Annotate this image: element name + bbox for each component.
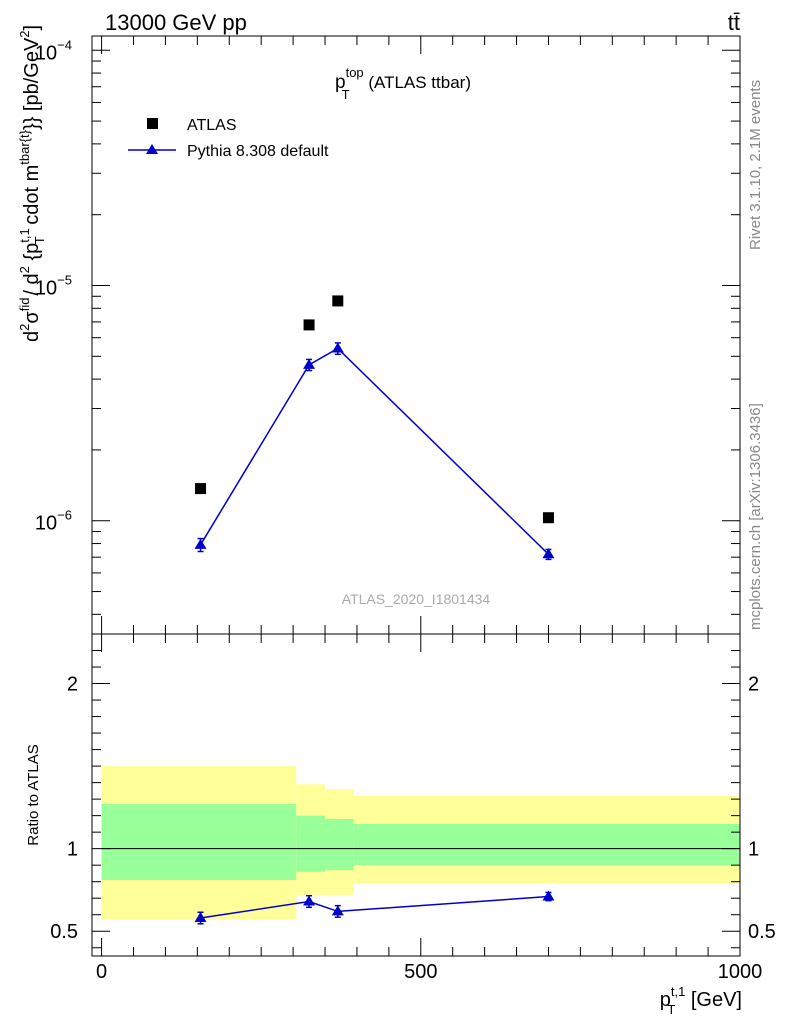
legend-atlas-marker bbox=[147, 118, 158, 129]
ratio-ticks bbox=[92, 634, 741, 956]
main-y-axis-label-text: d2σfid/ d2 {pt,1T cdot mtbar{t}}} [pb/Ge… bbox=[17, 25, 47, 342]
ratio-y-tick-label-right: 0.5 bbox=[748, 921, 776, 943]
main-series bbox=[194, 295, 555, 561]
ratio-band-green bbox=[325, 818, 354, 871]
plot-title-main: p bbox=[335, 72, 346, 93]
legend-pythia-marker bbox=[146, 144, 158, 154]
main-y-tick-label: 10−4 bbox=[35, 37, 72, 64]
x-axis-label: pt,1 T [GeV] bbox=[660, 984, 742, 1017]
header-left-label: 13000 GeV pp bbox=[105, 10, 247, 35]
plot-title-sup: top bbox=[346, 65, 364, 80]
plot-title: ptop T (ATLAS ttbar) bbox=[335, 65, 471, 102]
main-y-axis-label: d2σfid/ d2 {pt,1T cdot mtbar{t}}} [pb/Ge… bbox=[17, 25, 47, 342]
ratio-band-green bbox=[296, 815, 326, 872]
main-y-tick-label: 10−6 bbox=[35, 508, 72, 535]
pythia-point bbox=[194, 538, 207, 549]
ratio-y-tick-label-right: 1 bbox=[748, 839, 759, 861]
x-tick-label: 1000 bbox=[718, 961, 763, 983]
ratio-y-tick-label-left: 2 bbox=[67, 674, 78, 696]
main-panel: 10−6 10−5 10−4 ptop T (ATLAS ttbar) ATLAS P… bbox=[17, 25, 741, 635]
ratio-pythia-point bbox=[542, 890, 555, 901]
legend-pythia-label: Pythia 8.308 default bbox=[187, 143, 329, 160]
x-axis-label-sup: t,1 bbox=[671, 984, 685, 999]
legend-atlas-label: ATLAS bbox=[187, 117, 237, 134]
ratio-frame bbox=[91, 633, 741, 957]
analysis-watermark: ATLAS_2020_I1801434 bbox=[342, 591, 491, 607]
x-tick-label: 500 bbox=[404, 961, 437, 983]
ratio-series bbox=[194, 890, 555, 925]
pythia-point bbox=[331, 342, 344, 353]
ratio-pythia-point bbox=[303, 895, 316, 906]
ratio-y-axis-label: Ratio to ATLAS bbox=[25, 744, 42, 845]
pythia-point bbox=[542, 548, 555, 559]
ratio-y-tick-label-right: 2 bbox=[748, 674, 759, 696]
atlas-point bbox=[542, 512, 554, 524]
ratio-y-tick-label-left: 0.5 bbox=[50, 921, 78, 943]
ratio-y-tick-label-left: 1 bbox=[67, 839, 78, 861]
ratio-pythia-line bbox=[200, 895, 549, 919]
ratio-pythia-point bbox=[331, 905, 344, 916]
atlas-point bbox=[195, 483, 207, 495]
pythia-line bbox=[199, 347, 549, 555]
main-ticks bbox=[92, 36, 741, 634]
ratio-band-green bbox=[101, 804, 297, 881]
x-tick-label: 0 bbox=[96, 961, 107, 983]
ratio-panel: 0.5 0.5 1 1 2 2 0 500 1000 Ratio to ATLAS pt,1 T … bbox=[25, 633, 776, 1017]
main-y-tick-labels: 10−6 10−5 10−4 bbox=[35, 37, 72, 534]
x-axis-label-main: p bbox=[660, 989, 671, 1011]
x-axis-label-sub: T bbox=[667, 1002, 675, 1017]
x-axis-label-rest: [GeV] bbox=[685, 989, 742, 1011]
pythia-point bbox=[303, 358, 316, 369]
ratio-pythia-point bbox=[194, 912, 207, 923]
atlas-point bbox=[303, 319, 315, 331]
ratio-bands bbox=[101, 766, 740, 920]
plot-title-sub: T bbox=[342, 87, 350, 102]
ratio-band-green bbox=[353, 823, 740, 866]
atlas-point bbox=[332, 295, 344, 307]
plot-title-rest: (ATLAS ttbar) bbox=[364, 73, 471, 92]
header-right-label: tt̄ bbox=[728, 10, 740, 35]
main-y-tick-label: 10−5 bbox=[35, 273, 72, 300]
ratio-tick-labels: 0.5 0.5 1 1 2 2 0 500 1000 bbox=[50, 674, 776, 983]
rivet-label: Rivet 3.1.10, 2.1M events bbox=[747, 80, 764, 250]
mcplots-label: mcplots.cern.ch [arXiv:1306.3436] bbox=[747, 403, 764, 630]
legend: ATLAS Pythia 8.308 default bbox=[128, 117, 329, 160]
